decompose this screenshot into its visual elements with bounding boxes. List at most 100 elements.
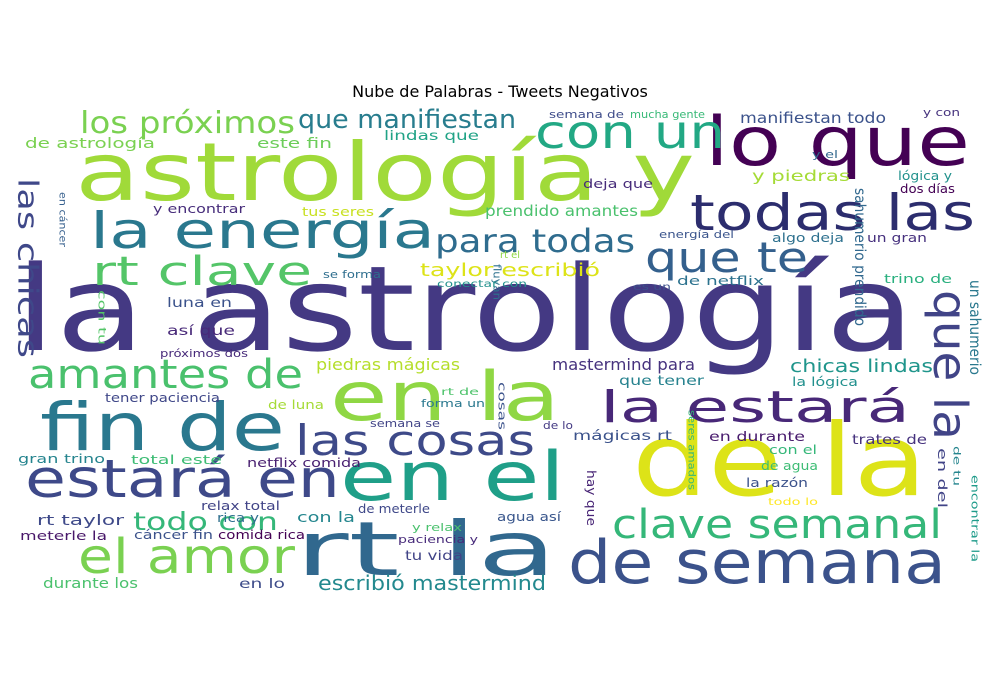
word-91: de meterle (358, 502, 430, 516)
word-44: dos días (900, 182, 955, 196)
word-86: seres amados (686, 410, 697, 490)
word-90: con la (297, 510, 355, 526)
word-42: y el (812, 148, 838, 161)
word-35: y piedras (752, 167, 850, 185)
word-83: total este (131, 453, 222, 467)
word-65: tener paciencia (105, 391, 220, 405)
word-51: un gran (867, 231, 927, 245)
word-81: encontrar la (969, 475, 982, 562)
word-96: comida rica (218, 528, 305, 542)
word-18: amantes de (28, 352, 303, 398)
word-17: las cosas (295, 416, 535, 465)
chart-title: Nube de Palabras - Tweets Negativos (352, 82, 648, 101)
word-95: cáncer fin (134, 528, 213, 542)
word-67: rt de (441, 387, 479, 398)
word-50: algo deja (772, 231, 844, 245)
word-88: rt taylor (37, 513, 124, 529)
word-41: y con (923, 106, 960, 119)
word-34: prendido amantes (485, 202, 638, 220)
word-73: en durante (709, 430, 805, 445)
word-13: todas las (690, 184, 975, 242)
word-71: de lo (543, 419, 573, 432)
word-75: con el (769, 443, 817, 457)
word-14: con un (535, 105, 725, 159)
word-10: la energía (90, 202, 435, 260)
word-60: luna en (167, 296, 232, 311)
word-27: taylor escribió (420, 260, 600, 281)
word-43: lógica y (898, 169, 952, 183)
word-20: que te (645, 233, 808, 282)
word-30: chicas lindas (790, 356, 933, 377)
word-1: astrología y (75, 126, 695, 219)
word-22: para todas (435, 222, 635, 260)
word-64: la lógica (792, 375, 858, 389)
word-29: mastermind para (552, 355, 695, 374)
word-66: de luna (268, 398, 324, 412)
word-93: agua así (497, 510, 562, 524)
word-87: relax total (201, 499, 280, 513)
word-100: en lo (239, 577, 285, 592)
word-97: paciencia y (398, 533, 479, 546)
word-16: clave semanal (612, 502, 942, 548)
word-36: de astrología (25, 136, 155, 152)
word-54: se forma (323, 268, 381, 281)
word-39: semana de (549, 108, 624, 121)
word-94: meterle la (20, 529, 107, 543)
word-31: manifiestan todo (740, 109, 886, 127)
word-62: próximos dos (160, 347, 248, 360)
word-49: energía del (659, 228, 734, 241)
word-40: mucha gente (630, 108, 705, 121)
word-92: y relax (412, 521, 463, 534)
word-63: que tener (619, 374, 705, 389)
word-89: rica y (217, 511, 259, 525)
word-7: fin de (40, 389, 285, 466)
word-45: deja que (583, 177, 653, 191)
word-79: en del (935, 448, 949, 508)
word-19: rt clave (92, 249, 312, 295)
word-47: tus seres (302, 205, 374, 219)
word-72: mágicas rt (573, 429, 672, 444)
word-5: en la (330, 358, 560, 437)
word-4: rt la (295, 505, 557, 593)
word-85: hay que (584, 470, 598, 526)
word-37: este fin (257, 136, 332, 152)
word-57: de netflix (677, 274, 764, 288)
word-77: la razón (746, 476, 808, 490)
word-80: de tu (951, 446, 962, 486)
word-24: las chicas (12, 178, 45, 358)
word-6: en el (340, 438, 565, 517)
word-74: trates de (852, 433, 927, 448)
word-70: semana se (370, 417, 440, 430)
word-98: tu vida (405, 549, 463, 564)
word-32: sahumerio prendido (851, 188, 869, 326)
word-38: lindas que (384, 129, 479, 144)
word-82: gran trino (18, 452, 105, 466)
word-58: trino de (884, 272, 952, 286)
word-28: piedras mágicas (316, 355, 460, 374)
word-61: así que (167, 324, 235, 339)
word-12: que la (923, 290, 977, 440)
word-0: la astrología (15, 240, 915, 378)
word-48: en cáncer (57, 192, 69, 248)
word-78: todo lo (768, 497, 818, 508)
word-46: y encontrar (153, 202, 245, 216)
word-26: escribió mastermind (318, 571, 546, 595)
word-53: fluyan (491, 264, 504, 300)
word-69: cosas (496, 382, 509, 430)
word-68: forma un (421, 397, 485, 410)
word-3: lo que (705, 103, 970, 182)
word-59: con tu (96, 290, 109, 345)
word-33: un sahumerio (966, 280, 984, 375)
word-52: rt el (500, 250, 520, 261)
word-76: de agua (761, 459, 818, 473)
word-11: el amor (78, 529, 295, 585)
word-99: durante los (43, 576, 138, 592)
word-21: los próximos (80, 106, 295, 141)
word-23: que manifiestan (298, 105, 516, 135)
word-25: todo con (133, 507, 278, 536)
word-84: netflix comida (247, 456, 361, 470)
word-56: es un (633, 282, 671, 293)
word-55: conectar con (437, 279, 527, 290)
word-9: estará en (25, 449, 340, 510)
